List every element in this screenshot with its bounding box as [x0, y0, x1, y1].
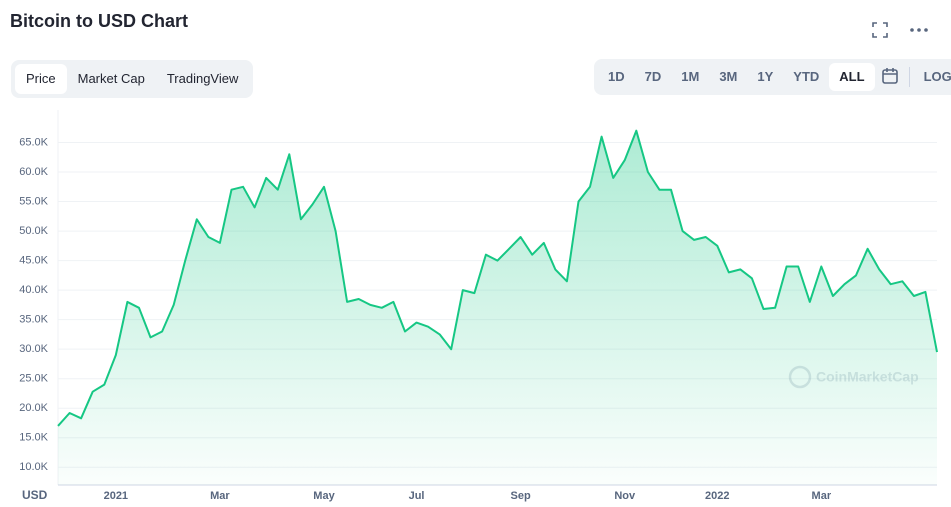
tab[interactable]: Price	[15, 64, 67, 94]
range-button[interactable]: YTD	[793, 69, 820, 84]
x-tick-label: May	[313, 490, 335, 502]
currency-label: USD	[22, 488, 48, 502]
watermark-logo	[788, 365, 812, 389]
y-tick-label: 25.0K	[19, 373, 48, 385]
y-tick-label: 50.0K	[19, 225, 48, 237]
area-fill	[58, 130, 937, 485]
y-tick-label: 35.0K	[19, 314, 48, 326]
tab[interactable]: TradingView	[166, 71, 239, 86]
chart-title: Bitcoin to USD Chart	[10, 11, 188, 31]
y-tick-label: 15.0K	[19, 432, 48, 444]
range-button[interactable]: 3M	[719, 69, 738, 84]
y-tick-label: 55.0K	[19, 195, 48, 207]
tab-group: Price Market Cap TradingView	[11, 60, 254, 98]
more-icon[interactable]	[908, 20, 930, 40]
y-tick-label: 65.0K	[19, 136, 48, 148]
range-group: 1D 7D 1M 3M 1Y YTD ALL LOG	[594, 59, 951, 95]
log-button[interactable]: LOG	[923, 69, 951, 84]
calendar-icon[interactable]	[875, 63, 905, 91]
price-line	[57, 129, 938, 427]
range-button[interactable]: 1Y	[757, 69, 774, 84]
y-tick-label: 10.0K	[19, 461, 48, 473]
watermark-text: CoinMarketCap	[816, 369, 919, 385]
separator	[908, 67, 910, 87]
range-button[interactable]: 7D	[644, 69, 662, 84]
x-tick-label: Nov	[614, 490, 636, 502]
range-button[interactable]: ALL	[829, 63, 875, 91]
y-tick-label: 30.0K	[19, 343, 48, 355]
range-button[interactable]: 1D	[608, 69, 625, 84]
x-tick-label: Mar	[812, 490, 832, 502]
y-tick-label: 45.0K	[19, 254, 48, 266]
watermark: CoinMarketCap	[788, 365, 919, 389]
y-tick-label: 20.0K	[19, 402, 48, 414]
x-tick-label: Mar	[210, 490, 230, 502]
range-button[interactable]: 1M	[681, 69, 700, 84]
y-tick-label: 60.0K	[19, 166, 48, 178]
x-tick-label: 2021	[104, 490, 128, 502]
y-tick-label: 40.0K	[19, 284, 48, 296]
x-tick-label: 2022	[705, 490, 729, 502]
fullscreen-icon[interactable]	[870, 20, 890, 40]
x-tick-label: Sep	[511, 490, 531, 502]
tab[interactable]: Market Cap	[77, 71, 145, 86]
x-tick-label: Jul	[409, 490, 425, 502]
